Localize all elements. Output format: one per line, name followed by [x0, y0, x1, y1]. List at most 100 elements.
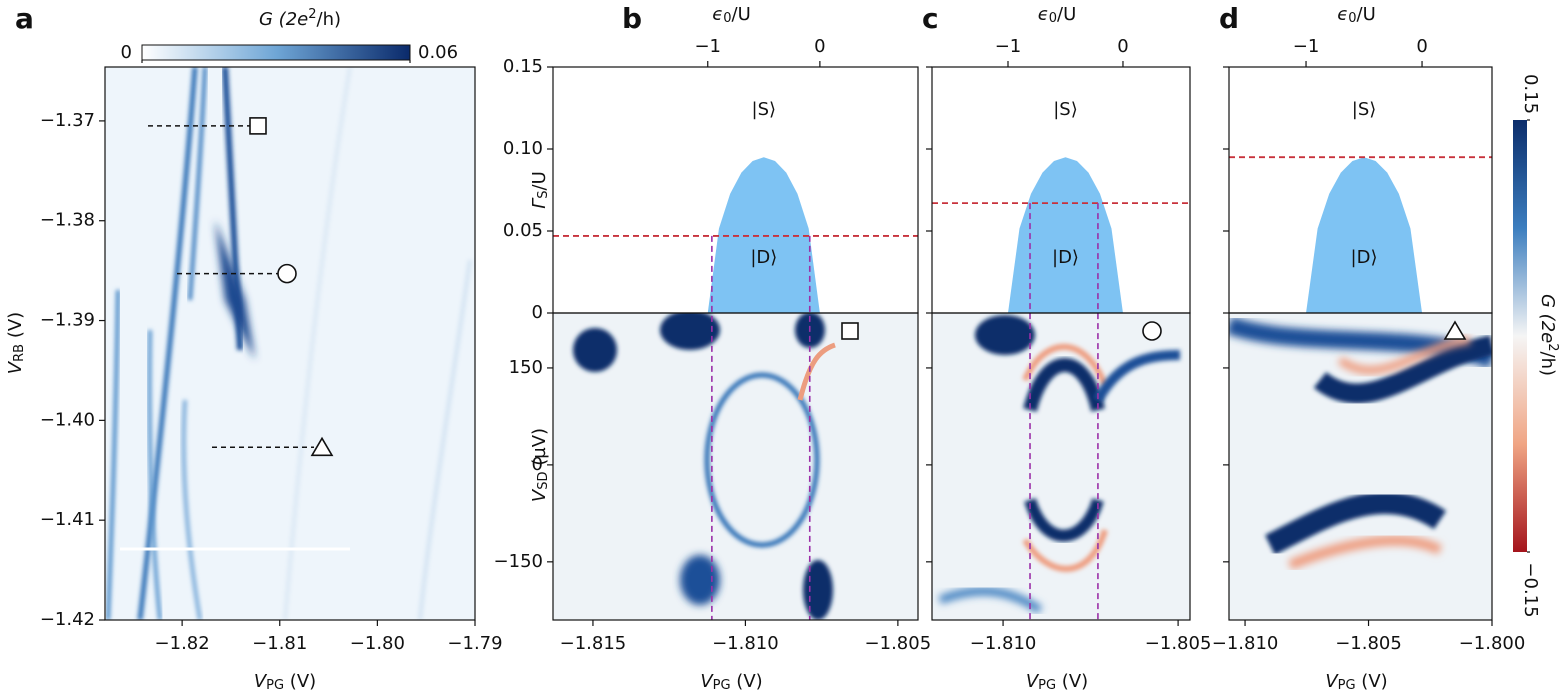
x-axis-label-part: PG [1038, 678, 1056, 693]
top-x-axis-label-part: /U [732, 4, 751, 25]
y-axis-label-part: (V) [5, 312, 26, 344]
x-tick-label: −1.815 [560, 633, 627, 654]
colorbar-label: G (2e2/h) [259, 7, 341, 30]
top-x-axis-label: ϵ0/U [712, 4, 751, 26]
state-label: |S⟩ [1053, 99, 1078, 120]
x-axis-label: VPG (V) [700, 671, 762, 693]
top-x-axis-label-part: ϵ [1337, 4, 1348, 25]
x-tick-label: −1.800 [1459, 633, 1526, 654]
x-tick-label: −1.810 [1212, 633, 1279, 654]
y-tick-label: 0.10 [503, 138, 543, 159]
x-axis-label-part: V [700, 671, 714, 692]
vsd-tick-label: 150 [509, 357, 543, 378]
vsd-tick-label: 0 [532, 454, 543, 475]
vsd-axis-label-part: SD [536, 471, 551, 489]
y-tick-label: −1.41 [40, 509, 95, 530]
panel-letter: c [922, 2, 939, 35]
top-x-axis-label-part: /U [1057, 4, 1076, 25]
x-axis-label-part: PG [1338, 678, 1356, 693]
vsd-tick-label: −150 [494, 551, 543, 572]
x-axis-label-part: (V) [731, 671, 763, 692]
top-x-tick-label: 0 [814, 36, 825, 57]
top-x-tick-label: −1 [995, 36, 1022, 57]
x-axis-label-part: (V) [1356, 671, 1388, 692]
top-x-axis-label-part: 0 [723, 11, 731, 26]
top-x-tick-label: −1 [1293, 36, 1320, 57]
axes-frame [1228, 312, 1493, 621]
colorbar-tick-label: 0.06 [418, 42, 458, 63]
y-axis-label-part: V [5, 360, 26, 374]
marker-circle [277, 263, 297, 284]
state-label: |S⟩ [1352, 99, 1377, 120]
vsd-axis-label-part: V [529, 488, 550, 502]
y-tick-label: 0 [532, 302, 543, 323]
vsd-axis-label-part: (µV) [529, 428, 550, 472]
heatmap-texture [105, 67, 475, 620]
marker-circle [1142, 321, 1162, 341]
x-tick-label: −1.805 [1145, 633, 1212, 654]
state-label: |D⟩ [750, 247, 777, 268]
y-axis-label-part: /U [529, 171, 550, 190]
colorbar-tick-label: 0.15 [1520, 74, 1541, 114]
axes-frame [931, 312, 1191, 621]
panel-letter: d [1219, 2, 1239, 35]
top-x-axis-label-part: 0 [1049, 11, 1057, 26]
x-axis-label: VPG (V) [1325, 671, 1387, 693]
x-tick-label: −1.80 [350, 633, 405, 654]
top-x-tick-label: 0 [1117, 36, 1128, 57]
panel-letter: a [15, 2, 34, 35]
x-axis-label-part: (V) [284, 671, 316, 692]
phase-region [1306, 157, 1423, 313]
top-x-tick-label: 0 [1416, 36, 1427, 57]
y-tick-label: −1.39 [40, 310, 95, 331]
colorbar-tick-label: −0.15 [1520, 562, 1541, 617]
phase-region [1007, 157, 1123, 313]
state-label: |D⟩ [1052, 247, 1079, 268]
colorbar-label-part: /h) [317, 9, 342, 30]
y-axis-label-part: S [536, 190, 551, 198]
top-x-tick-label: −1 [694, 36, 721, 57]
colorbar-label: G (2e2/h) [1537, 294, 1560, 376]
x-tick-label: −1.805 [1335, 633, 1402, 654]
y-tick-label: −1.42 [40, 609, 95, 630]
colorbar-tick-label: 0 [121, 42, 132, 63]
colorbar-label-part: 2 [1545, 343, 1560, 351]
y-tick-label: −1.38 [40, 210, 95, 231]
x-axis-label-part: PG [713, 678, 731, 693]
y-axis-label: ΓS/U [529, 171, 551, 209]
x-axis-label-part: (V) [1056, 671, 1088, 692]
x-axis-label: VPG (V) [254, 671, 316, 693]
marker-triangle [1443, 320, 1467, 340]
vsd-axis-label: VSD (µV) [529, 428, 551, 502]
x-tick-label: −1.82 [155, 633, 210, 654]
top-x-axis-label: ϵ0/U [1038, 4, 1077, 26]
y-tick-label: 0.15 [503, 56, 543, 77]
top-x-axis-label: ϵ0/U [1337, 4, 1376, 26]
marker-square [249, 117, 267, 135]
heatmap-texture [553, 313, 918, 620]
x-axis-label: VPG (V) [1026, 671, 1088, 693]
state-label: |D⟩ [1351, 247, 1378, 268]
top-x-axis-label-part: /U [1357, 4, 1376, 25]
panel-letter: b [622, 2, 642, 35]
x-tick-label: −1.810 [712, 633, 779, 654]
x-tick-label: −1.805 [865, 633, 932, 654]
colorbar-label-part: 2 [308, 7, 316, 22]
colorbar [141, 44, 411, 61]
top-x-axis-label-part: 0 [1348, 11, 1356, 26]
colorbar-label-part: G (2e [1537, 294, 1558, 343]
colorbar-label-part: /h) [1537, 352, 1558, 377]
y-axis-label-part: RB [12, 344, 27, 362]
x-tick-label: −1.81 [252, 633, 307, 654]
heatmap-texture [1229, 313, 1492, 620]
top-x-axis-label-part: ϵ [1038, 4, 1049, 25]
x-axis-label-part: PG [266, 678, 284, 693]
axes-frame [104, 66, 476, 621]
heatmap-texture [932, 313, 1190, 620]
x-axis-label-part: V [1026, 671, 1040, 692]
colorbar-label-part: G (2e [259, 9, 308, 30]
state-label: |S⟩ [752, 99, 777, 120]
y-tick-label: −1.40 [40, 409, 95, 430]
marker-triangle [310, 436, 334, 457]
